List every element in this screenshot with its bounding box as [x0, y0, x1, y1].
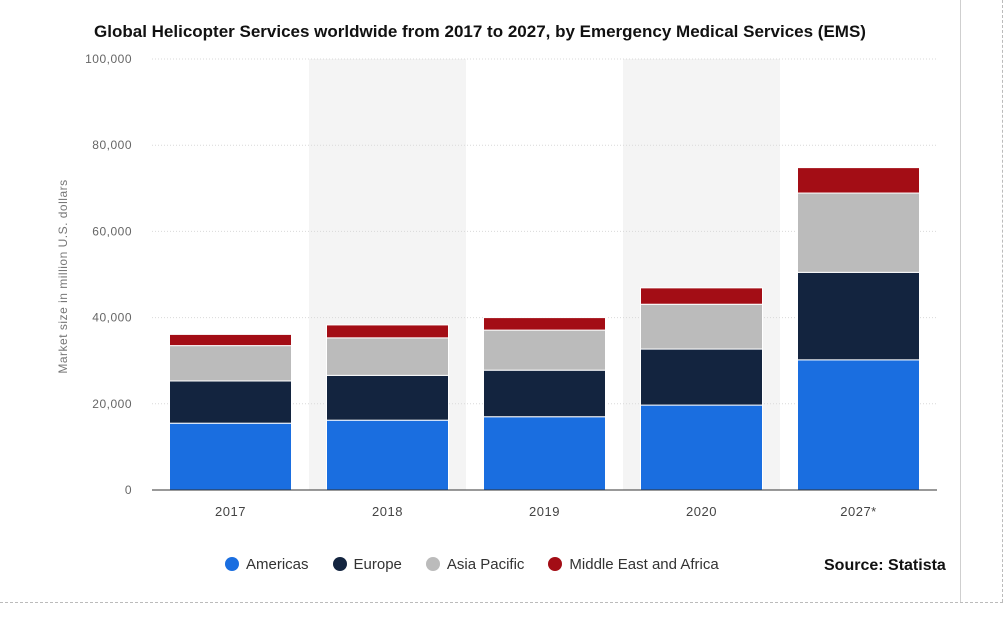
chart-legend: Americas Europe Asia Pacific Middle East an…: [225, 552, 727, 576]
bar-segment-americas: [640, 404, 763, 491]
legend-label: Americas: [246, 555, 309, 573]
x-tick-label: 2020: [686, 504, 717, 519]
y-tick-label: 100,000: [85, 52, 132, 66]
y-axis-title: Market size in million U.S. dollars: [56, 179, 70, 373]
bar-chart: 0 20,000 40,000 60,000 80,000 100,000 Market s…: [56, 52, 937, 519]
legend-swatch: [425, 557, 440, 571]
legend-swatch: [548, 557, 563, 571]
bar-segment-americas: [483, 416, 606, 491]
bar-segment-europe: [640, 348, 763, 406]
legend-label: Europe: [353, 555, 402, 573]
legend-item[interactable]: Americas: [225, 556, 309, 573]
bar-segment-asia-pacific: [797, 192, 920, 273]
legend-item[interactable]: Europe: [332, 555, 402, 573]
bar-segment-europe: [483, 369, 606, 418]
legend-label: Middle East and Africa: [569, 555, 719, 573]
y-tick-label: 40,000: [92, 311, 132, 325]
x-tick-label: 2018: [372, 504, 403, 519]
legend-label: Asia Pacific: [446, 555, 525, 573]
bar-segment-asia-pacific: [483, 329, 606, 371]
bar-segment-middle-east-and-africa: [483, 317, 606, 331]
bar-segment-americas: [326, 419, 449, 491]
y-tick-label: 0: [125, 483, 132, 497]
y-tick-label: 80,000: [92, 138, 132, 152]
bar-segment-europe: [797, 271, 920, 361]
bar-segment-middle-east-and-africa: [797, 167, 920, 194]
legend-item[interactable]: Asia Pacific: [425, 555, 525, 573]
bar-segment-middle-east-and-africa: [326, 324, 449, 339]
bar-segment-americas: [797, 359, 920, 491]
x-tick-label: 2019: [529, 504, 560, 519]
legend-swatch: [225, 557, 239, 571]
x-tick-label: 2017: [215, 504, 246, 519]
bar-segment-americas: [169, 422, 292, 491]
bar-segment-asia-pacific: [169, 345, 292, 382]
legend-swatch: [332, 557, 347, 571]
bar-segment-middle-east-and-africa: [640, 287, 763, 305]
y-tick-label: 60,000: [92, 224, 132, 238]
bar-segment-asia-pacific: [326, 337, 449, 376]
legend-item[interactable]: Middle East and Africa: [548, 555, 719, 573]
chart-title: Global Helicopter Services worldwide fro…: [94, 22, 866, 41]
source-label: Source: Statista: [824, 557, 946, 574]
bar-segment-europe: [169, 380, 292, 424]
bar-segment-asia-pacific: [640, 303, 763, 350]
bar-segment-middle-east-and-africa: [169, 333, 292, 347]
frame-edge-right: [960, 0, 1003, 602]
frame-edge-bottom: [0, 602, 1003, 617]
x-tick-label: 2027*: [840, 504, 876, 519]
y-tick-label: 20,000: [92, 397, 132, 411]
bar-segment-europe: [326, 374, 449, 421]
